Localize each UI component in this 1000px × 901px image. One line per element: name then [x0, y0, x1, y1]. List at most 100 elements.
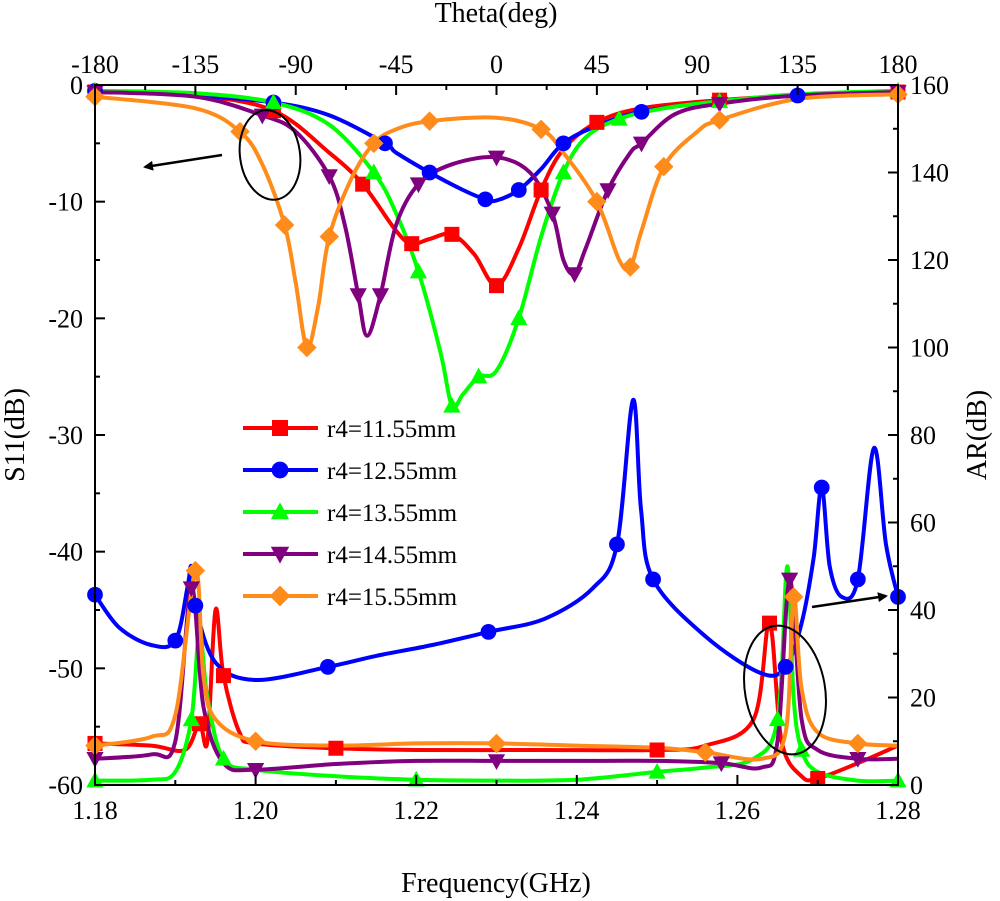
ar-marker-r4-14-55mm — [487, 754, 506, 770]
s11-marker-r4-11-55mm — [533, 182, 549, 198]
s11-marker-r4-13-55mm — [554, 163, 573, 180]
ar-marker-r4-12-55mm — [609, 536, 625, 553]
s11-marker-r4-15-55mm — [364, 133, 384, 154]
x-top-tick-label: 90 — [684, 50, 710, 79]
s11-marker-r4-15-55mm — [654, 156, 674, 177]
ar-marker-r4-14-55mm — [712, 756, 730, 773]
s11-marker-r4-14-55mm — [487, 150, 506, 167]
y-right-tick-label: 20 — [910, 684, 936, 713]
x-bottom-tick-label: 1.20 — [233, 796, 279, 825]
s11-marker-r4-14-55mm — [543, 206, 561, 223]
s11-marker-r4-15-55mm — [319, 226, 339, 247]
x-top-tick-label: 0 — [490, 50, 503, 79]
ar-marker-r4-14-55mm — [182, 581, 200, 598]
legend-label-r4-11-55mm: r4=11.55mm — [327, 416, 457, 443]
s11-marker-r4-14-55mm — [710, 96, 729, 113]
y-left-axis-title: S11(dB) — [0, 388, 31, 482]
y-left-tick-label: -30 — [48, 421, 83, 450]
x-top-tick-label: -90 — [278, 50, 313, 79]
s11-line-r4-11-55mm — [95, 90, 898, 288]
s11-marker-r4-14-55mm — [565, 267, 584, 283]
ar-marker-r4-15-55mm — [848, 733, 868, 754]
legend-marker-r4-14-55mm — [270, 546, 290, 564]
ar-marker-r4-15-55mm — [783, 587, 804, 607]
ar-marker-r4-15-55mm — [486, 733, 507, 754]
ar-marker-r4-12-55mm — [187, 597, 204, 614]
s11-marker-r4-14-55mm — [632, 136, 651, 153]
y-right-tick-label: 0 — [910, 771, 923, 800]
ar-marker-r4-11-55mm — [810, 770, 826, 786]
x-bottom-tick-label: 1.24 — [554, 796, 600, 825]
s11-marker-r4-14-55mm — [320, 169, 338, 185]
legend-marker-r4-15-55mm — [269, 585, 291, 607]
s11-line-r4-12-55mm — [95, 88, 898, 204]
legend-marker-r4-11-55mm — [272, 420, 288, 436]
ar-line-r4-12-55mm — [95, 397, 898, 683]
s11-marker-r4-11-55mm — [589, 114, 605, 130]
series-group — [95, 88, 898, 784]
y-left-tick-label: -50 — [48, 654, 83, 683]
ar-marker-r4-14-55mm — [780, 572, 799, 589]
s11-line-r4-15-55mm — [95, 92, 898, 350]
x-top-axis-title: Theta(deg) — [435, 0, 558, 29]
s11-marker-r4-12-55mm — [421, 164, 438, 181]
s11-marker-r4-15-55mm — [620, 257, 641, 277]
legend-label-r4-12-55mm: r4=12.55mm — [327, 458, 458, 485]
legend: r4=11.55mm r4=12.55mm r4=13.55mm r4=14.55mm… — [243, 416, 458, 611]
y-left-tick-label: -40 — [48, 538, 83, 567]
s11-marker-r4-15-55mm — [274, 215, 295, 235]
y-left-tick-label: -60 — [48, 771, 83, 800]
s11-marker-r4-15-55mm — [419, 111, 440, 131]
x-bottom-tick-label: 1.22 — [393, 796, 439, 825]
s11-line-r4-14-55mm — [95, 90, 898, 338]
s11-marker-r4-14-55mm — [599, 183, 617, 199]
x-top-tick-label: 45 — [584, 50, 610, 79]
y-right-tick-label: 160 — [910, 71, 949, 100]
ar-marker-r4-15-55mm — [695, 742, 716, 762]
s11-marker-r4-14-55mm — [349, 288, 367, 304]
s11-marker-r4-12-55mm — [510, 182, 527, 198]
ar-marker-r4-13-55mm — [182, 710, 200, 727]
x-top-tick-label: -45 — [379, 50, 414, 79]
ar-marker-r4-13-55mm — [768, 710, 787, 727]
y-right-axis-title: AR(dB) — [962, 390, 993, 480]
s11-marker-r4-13-55mm — [470, 367, 488, 384]
x-bottom-tick-label: 1.18 — [72, 796, 118, 825]
ar-marker-r4-12-55mm — [319, 659, 336, 675]
y-right-tick-label: 40 — [910, 596, 936, 625]
ar-marker-r4-14-55mm — [246, 762, 265, 779]
ar-marker-r4-11-55mm — [649, 742, 665, 758]
ar-marker-r4-12-55mm — [777, 659, 794, 675]
legend-label-r4-14-55mm: r4=14.55mm — [327, 542, 458, 569]
s11-marker-r4-13-55mm — [365, 163, 383, 180]
y-left-tick-label: -20 — [48, 304, 83, 333]
ar-marker-r4-12-55mm — [849, 571, 866, 588]
s11-marker-r4-15-55mm — [587, 191, 607, 212]
ar-marker-r4-15-55mm — [185, 560, 206, 581]
ar-marker-r4-12-55mm — [167, 632, 184, 649]
s11-marker-r4-12-55mm — [789, 87, 806, 104]
x-top-tick-label: 135 — [778, 50, 817, 79]
x-bottom-axis-title: Frequency(GHz) — [401, 868, 591, 899]
s11-marker-r4-13-55mm — [443, 396, 461, 413]
legend-marker-r4-12-55mm — [271, 461, 289, 479]
s11-marker-r4-15-55mm — [297, 337, 317, 358]
ar-marker-r4-11-55mm — [762, 615, 778, 631]
y-right-tick-label: 100 — [910, 334, 949, 363]
annotations — [143, 109, 888, 756]
s11-marker-r4-13-55mm — [409, 262, 428, 279]
x-top-tick-label: -180 — [71, 50, 119, 79]
ar-marker-r4-13-55mm — [214, 749, 233, 766]
legend-label-r4-13-55mm: r4=13.55mm — [327, 500, 458, 527]
y-right-tick-label: 120 — [910, 246, 949, 275]
s11-marker-r4-15-55mm — [709, 110, 730, 130]
s11-marker-r4-13-55mm — [510, 309, 528, 326]
ar-marker-r4-13-55mm — [648, 762, 666, 779]
ar-marker-r4-11-55mm — [215, 668, 231, 684]
s11-marker-r4-13-55mm — [264, 93, 283, 110]
x-bottom-tick-label: 1.26 — [715, 796, 761, 825]
ar-line-r4-11-55mm — [95, 606, 898, 783]
annotation-arrow-left — [143, 153, 223, 171]
s11-marker-r4-15-55mm — [531, 119, 551, 140]
